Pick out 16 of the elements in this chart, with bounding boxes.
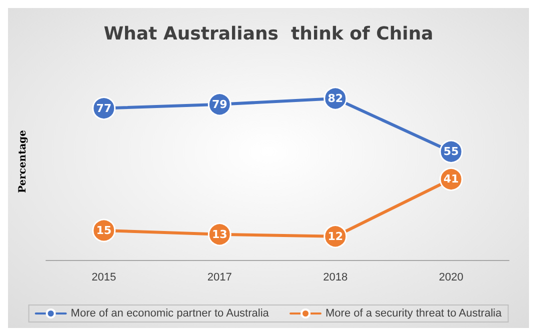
x-tick-label: 2017 bbox=[207, 272, 232, 284]
legend-label: More of a security threat to Australia bbox=[326, 308, 502, 320]
data-label: 55 bbox=[443, 145, 459, 158]
x-tick-label: 2015 bbox=[92, 272, 116, 284]
data-label: 79 bbox=[212, 98, 228, 111]
data-label: 12 bbox=[328, 230, 344, 243]
data-label: 77 bbox=[96, 102, 112, 115]
y-axis-title: Percentage bbox=[18, 130, 28, 194]
data-label: 41 bbox=[443, 172, 459, 186]
x-tick-label: 2018 bbox=[323, 272, 348, 284]
data-label: 13 bbox=[212, 228, 228, 241]
chart-title: What Australians think of China bbox=[104, 24, 434, 44]
x-tick-label: 2020 bbox=[438, 272, 464, 284]
data-label: 82 bbox=[328, 92, 344, 105]
legend-label: More of an economic partner to Australia bbox=[70, 308, 270, 320]
data-label: 15 bbox=[96, 224, 112, 237]
